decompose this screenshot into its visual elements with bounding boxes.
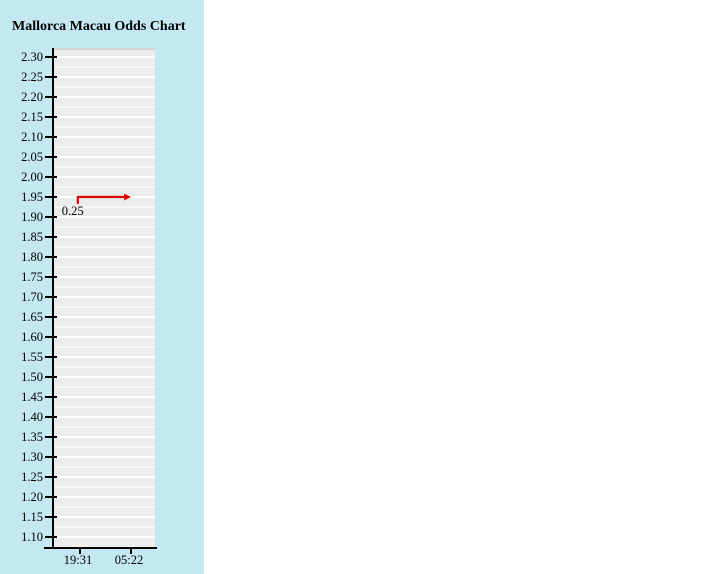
y-tick (45, 176, 57, 178)
y-tick-label: 1.25 (21, 470, 43, 484)
y-tick (45, 296, 57, 298)
y-tick (45, 196, 57, 198)
y-tick-label: 2.15 (21, 110, 43, 124)
y-tick (45, 236, 57, 238)
y-tick (45, 56, 57, 58)
y-tick-label: 1.65 (21, 310, 43, 324)
y-tick (45, 256, 57, 258)
chart-title: Mallorca Macau Odds Chart (12, 19, 186, 34)
y-tick (45, 396, 57, 398)
y-tick-label: 1.15 (21, 510, 43, 524)
y-tick-label: 1.45 (21, 390, 43, 404)
y-tick-label: 1.70 (21, 290, 43, 304)
y-tick (45, 436, 57, 438)
y-tick (45, 316, 57, 318)
y-tick (45, 116, 57, 118)
y-tick-label: 1.30 (21, 450, 43, 464)
y-tick (45, 136, 57, 138)
y-tick (45, 336, 57, 338)
y-tick-label: 1.20 (21, 490, 43, 504)
y-tick (45, 516, 57, 518)
plot-top-border (54, 48, 155, 50)
x-tick-label: 19:31 (63, 553, 93, 567)
y-tick (45, 156, 57, 158)
y-tick (45, 356, 57, 358)
y-tick-label: 1.60 (21, 330, 43, 344)
x-tick (130, 549, 132, 554)
y-tick (45, 376, 57, 378)
y-tick-label: 1.95 (21, 190, 43, 204)
y-tick-label: 2.20 (21, 90, 43, 104)
y-tick (45, 456, 57, 458)
y-tick-label: 2.00 (21, 170, 43, 184)
y-axis (52, 48, 54, 549)
x-axis (44, 547, 157, 549)
y-tick (45, 476, 57, 478)
odds-annotation: 0.25 (61, 204, 84, 218)
y-tick (45, 496, 57, 498)
y-tick-label: 1.10 (21, 530, 43, 544)
y-tick-label: 1.55 (21, 350, 43, 364)
plot-area (54, 48, 155, 547)
y-tick-label: 1.80 (21, 250, 43, 264)
y-tick (45, 216, 57, 218)
x-tick-label: 05:22 (114, 553, 144, 567)
y-tick-label: 1.40 (21, 410, 43, 424)
y-tick (45, 276, 57, 278)
y-tick-label: 2.10 (21, 130, 43, 144)
y-tick-label: 2.25 (21, 70, 43, 84)
y-tick-label: 1.35 (21, 430, 43, 444)
y-tick (45, 96, 57, 98)
y-tick-label: 1.50 (21, 370, 43, 384)
y-tick-label: 2.30 (21, 50, 43, 64)
y-tick-label: 1.85 (21, 230, 43, 244)
y-tick-label: 2.05 (21, 150, 43, 164)
y-tick (45, 76, 57, 78)
y-tick (45, 536, 57, 538)
y-tick-label: 1.75 (21, 270, 43, 284)
y-tick (45, 416, 57, 418)
odds-chart-panel: Mallorca Macau Odds Chart 2.30 2.25 2.20 2.… (0, 0, 204, 574)
x-tick (79, 549, 82, 554)
y-tick-label: 1.90 (21, 210, 43, 224)
